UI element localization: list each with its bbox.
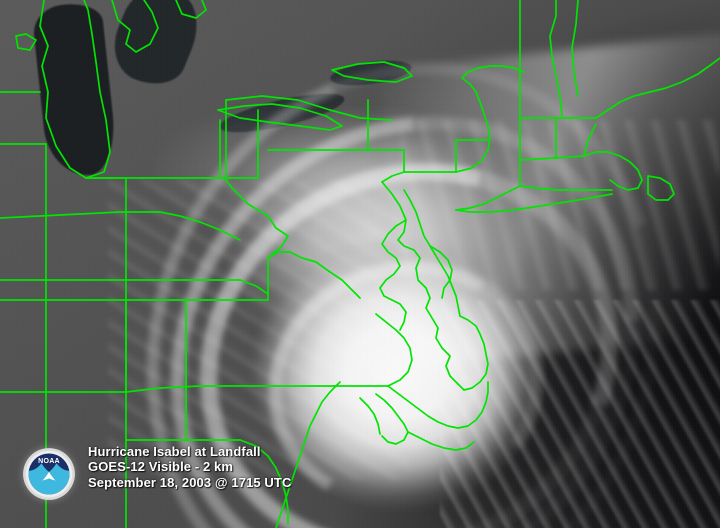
annotation-title: Hurricane Isabel at Landfall [88, 444, 261, 459]
logo-wordmark: NOAA [38, 458, 60, 465]
annotation-timestamp: September 18, 2003 @ 1715 UTC [88, 474, 292, 490]
noaa-logo: NOAA [23, 448, 75, 500]
logo-seabird [28, 463, 70, 495]
image-annotation-block: Hurricane Isabel at Landfall GOES-12 Vis… [88, 444, 291, 490]
appalachian-cloud-streaks [108, 180, 408, 480]
annotation-instrument: GOES-12 Visible - 2 km [88, 459, 234, 475]
oceanic-convective-streaks [440, 300, 720, 528]
